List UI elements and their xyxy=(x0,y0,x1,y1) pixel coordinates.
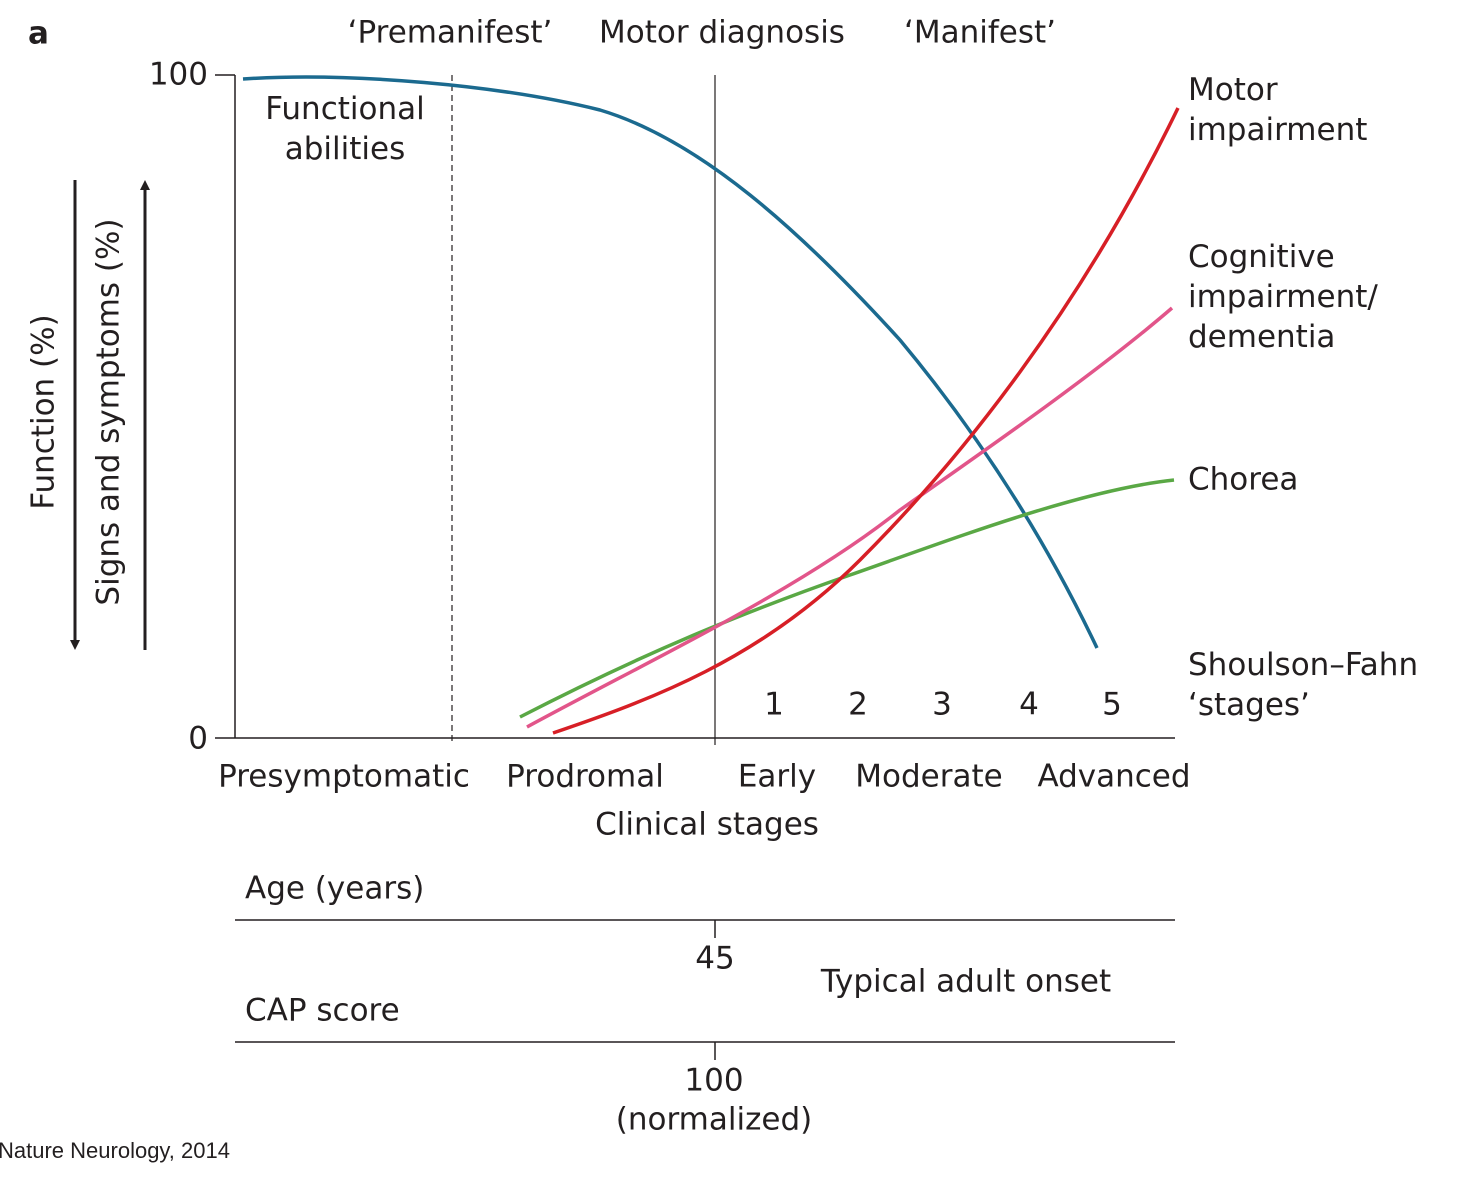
stage-number: 1 xyxy=(764,687,784,723)
curve-label: Motor impairment xyxy=(1188,72,1367,148)
axis-label: Function (%) xyxy=(26,314,62,509)
curve-cognitive xyxy=(526,306,1174,729)
axis-label: Signs and symptoms (%) xyxy=(91,218,127,605)
annotation: Typical adult onset xyxy=(820,964,1111,1000)
scale-unit: (normalized) xyxy=(616,1102,812,1138)
phase-label: Motor diagnosis xyxy=(599,15,845,51)
curve-functional xyxy=(242,75,1099,649)
y-tick-label: 0 xyxy=(188,721,208,757)
scale-label: CAP score xyxy=(245,993,400,1029)
stage-number: 5 xyxy=(1102,687,1122,723)
stage-number: 4 xyxy=(1019,687,1039,723)
curve-label: Chorea xyxy=(1188,462,1298,498)
stage-label: Shoulson–Fahn ‘stages’ xyxy=(1188,647,1418,723)
curve-motor xyxy=(552,107,1180,735)
stage-number: 2 xyxy=(848,687,868,723)
phase-label: ‘Manifest’ xyxy=(904,15,1056,51)
phase-label: ‘Premanifest’ xyxy=(348,15,553,51)
stage-name: Advanced xyxy=(1037,759,1190,795)
source: Nature Neurology, 2014 xyxy=(0,1138,230,1163)
curve-chorea xyxy=(519,478,1175,719)
scale-value: 100 xyxy=(684,1063,743,1099)
curve-label: Functional abilities xyxy=(265,91,424,167)
panel-label: a xyxy=(28,16,49,52)
scale-label: Age (years) xyxy=(245,871,424,907)
stage-name: Prodromal xyxy=(506,759,664,795)
y-tick-label: 100 xyxy=(149,57,208,93)
stage-name: Early xyxy=(738,759,816,795)
stage-name: Presymptomatic xyxy=(218,759,470,795)
axis-title: Clinical stages xyxy=(595,807,819,843)
stage-number: 3 xyxy=(932,687,952,723)
stage-name: Moderate xyxy=(855,759,1002,795)
scale-value: 45 xyxy=(695,941,734,977)
curve-label: Cognitive impairment/dementia xyxy=(1188,239,1378,355)
